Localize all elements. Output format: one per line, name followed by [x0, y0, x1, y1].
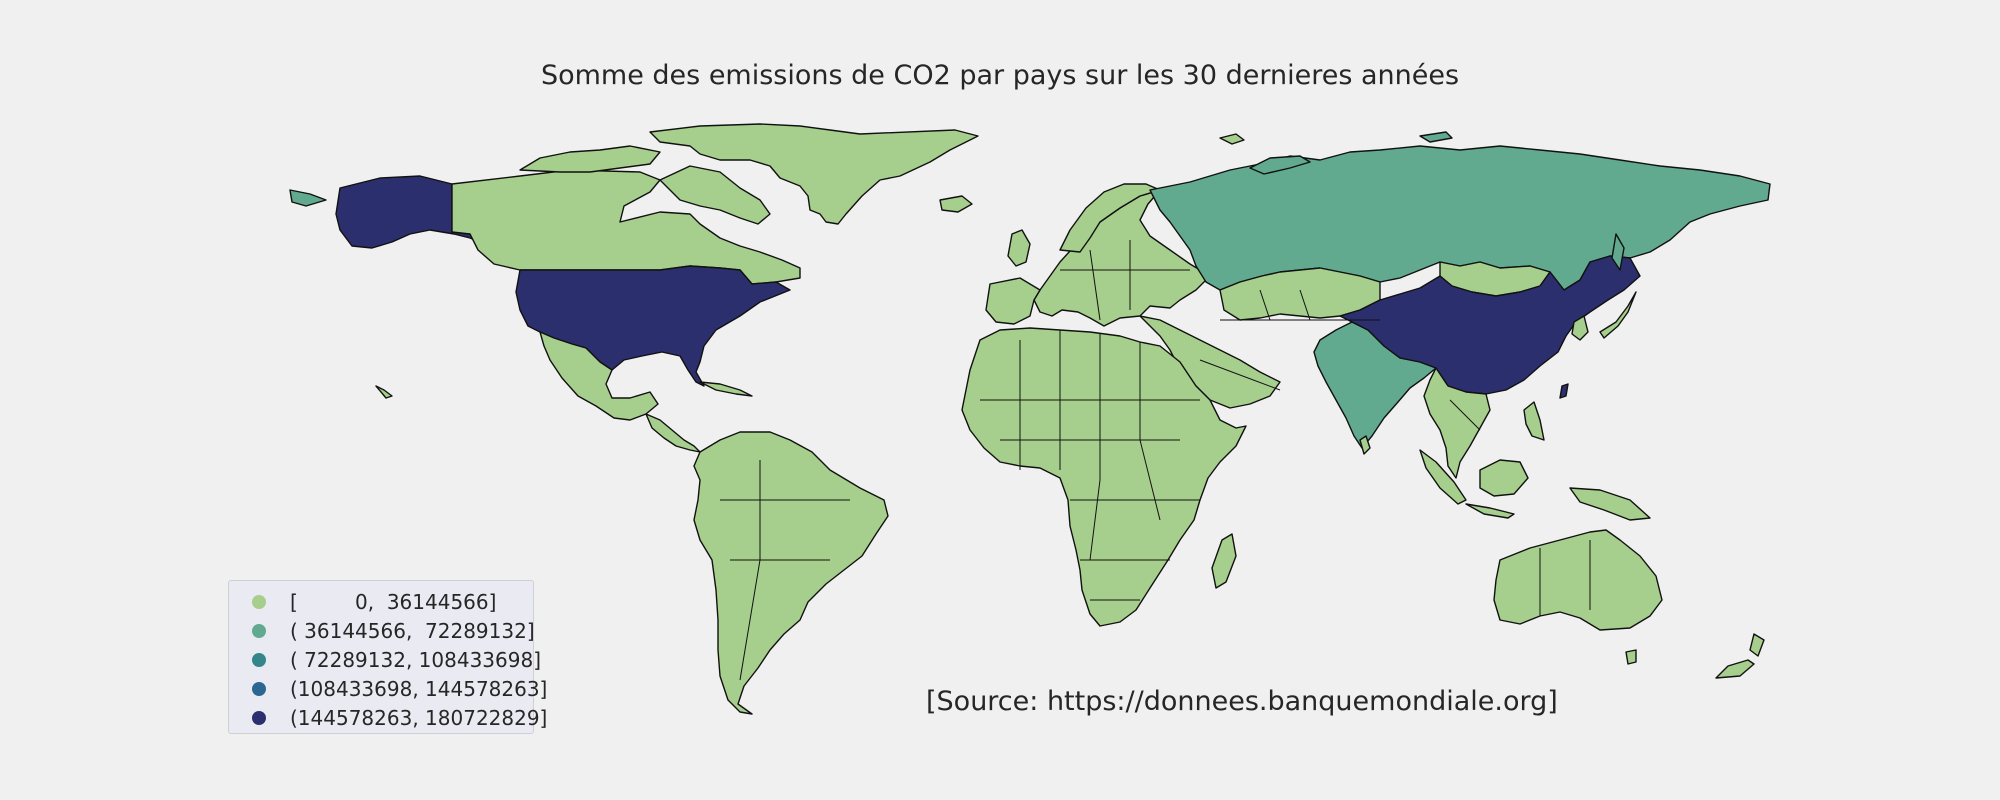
country-iceland[interactable] [939, 195, 973, 213]
country-chukotka[interactable] [289, 189, 327, 207]
legend-label: (144578263, 180722829] [290, 705, 548, 730]
country-united-kingdom[interactable] [1007, 229, 1031, 267]
country-new-zealand[interactable] [1715, 633, 1765, 679]
legend-item: ( 36144566, 72289132] [229, 616, 535, 645]
country-canada[interactable] [451, 169, 801, 285]
legend-marker [252, 681, 266, 696]
country-java[interactable] [1465, 503, 1515, 519]
country-cuba[interactable] [699, 381, 753, 397]
legend-label: ( 36144566, 72289132] [290, 618, 535, 643]
country-canada-baffin-island[interactable] [659, 165, 771, 225]
legend-item: ( 72289132, 108433698] [229, 645, 541, 674]
country-iberia[interactable] [985, 277, 1041, 325]
country-southeast-asia[interactable] [1423, 367, 1491, 479]
country-sri-lanka[interactable] [1359, 435, 1371, 455]
country-novaya-zemlya[interactable] [1249, 155, 1311, 175]
legend-marker [252, 623, 266, 638]
legend-marker [252, 710, 266, 725]
country-south-america[interactable] [693, 431, 889, 715]
country-sakhalin[interactable] [1611, 233, 1625, 271]
source-note: [Source: https://donnees.banquemondiale.… [926, 686, 1558, 717]
legend-item: (144578263, 180722829] [229, 703, 547, 732]
map-legend: [ 0, 36144566] ( 36144566, 72289132] ( 722… [228, 580, 547, 734]
legend-item: (108433698, 144578263] [229, 674, 547, 703]
internal-borders [720, 240, 1591, 681]
country-new-guinea[interactable] [1569, 487, 1651, 521]
country-central-america[interactable] [645, 413, 701, 453]
map-title: Somme des emissions de CO2 par pays sur … [540, 60, 1460, 91]
country-sumatra[interactable] [1419, 449, 1467, 505]
country-madagascar[interactable] [1211, 533, 1237, 589]
country-australia[interactable] [1493, 529, 1663, 631]
country-tasmania[interactable] [1625, 649, 1637, 665]
legend-label: [ 0, 36144566] [290, 589, 497, 614]
country-canada-arctic-islands[interactable] [519, 145, 661, 173]
legend-item: [ 0, 36144566] [229, 587, 533, 616]
legend-label: ( 72289132, 108433698] [290, 647, 541, 672]
country-hawaii[interactable] [375, 385, 393, 399]
landmasses [289, 123, 1771, 715]
country-taiwan[interactable] [1559, 383, 1569, 399]
country-mexico[interactable] [539, 331, 659, 421]
country-borneo[interactable] [1479, 459, 1529, 497]
country-greenland[interactable] [649, 123, 979, 225]
country-korea[interactable] [1571, 315, 1589, 341]
country-svalbard[interactable] [1219, 133, 1245, 145]
legend-marker [252, 652, 266, 667]
country-japan[interactable] [1599, 291, 1637, 339]
legend-label: (108433698, 144578263] [290, 676, 548, 701]
legend-marker [252, 594, 266, 609]
country-philippines[interactable] [1523, 401, 1545, 441]
country-franz-josef-land[interactable] [1419, 131, 1453, 143]
